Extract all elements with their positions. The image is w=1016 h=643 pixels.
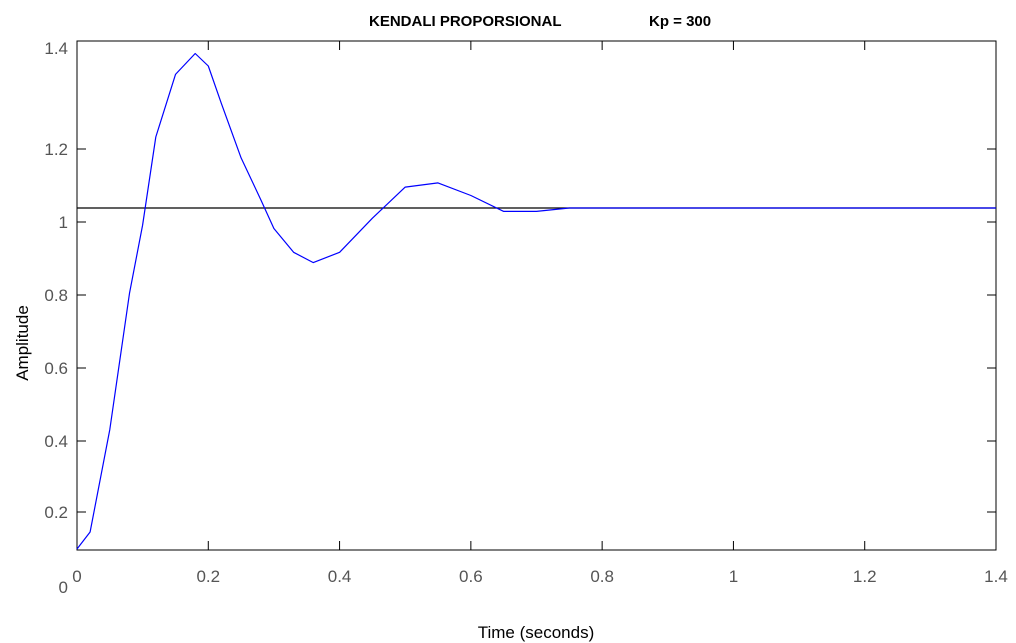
x-tick-label: 0 xyxy=(72,567,81,586)
chart-title-suffix: Kp = 300 xyxy=(649,13,711,30)
y-tick-label: 0.2 xyxy=(44,503,68,522)
x-tick-label: 1 xyxy=(729,567,738,586)
y-tick-label: 1.2 xyxy=(44,140,68,159)
response-line xyxy=(76,52,996,550)
y-tick-label: 0.6 xyxy=(44,359,68,378)
axis-ticks xyxy=(76,41,997,550)
chart-title: KENDALI PROPORSIONAL xyxy=(369,13,562,30)
x-tick-label: 1.4 xyxy=(984,567,1008,586)
x-tick-label: 0.2 xyxy=(196,567,220,586)
y-axis-label: Amplitude xyxy=(13,305,32,381)
x-axis-label: Time (seconds) xyxy=(478,623,595,642)
series-layer xyxy=(76,52,996,550)
x-tick-label: 0.8 xyxy=(590,567,614,586)
y-tick-label: 1 xyxy=(59,213,68,232)
y-tick-label: 0.8 xyxy=(44,286,68,305)
y-tick-label: 1.4 xyxy=(44,39,68,58)
axis-tick-labels: 0 0.2 0.4 0.6 0.8 1 1.2 1.4 0 0.2 0.4 0.6 0.8 1 1.2 1.4 xyxy=(44,39,1007,597)
x-tick-label: 0.4 xyxy=(328,567,352,586)
y-tick-label: 0.4 xyxy=(44,432,68,451)
y-tick-label: 0 xyxy=(59,578,68,597)
plot-frame xyxy=(76,40,997,551)
x-tick-label: 0.6 xyxy=(459,567,483,586)
plot-area xyxy=(76,40,997,551)
x-tick-label: 1.2 xyxy=(853,567,877,586)
